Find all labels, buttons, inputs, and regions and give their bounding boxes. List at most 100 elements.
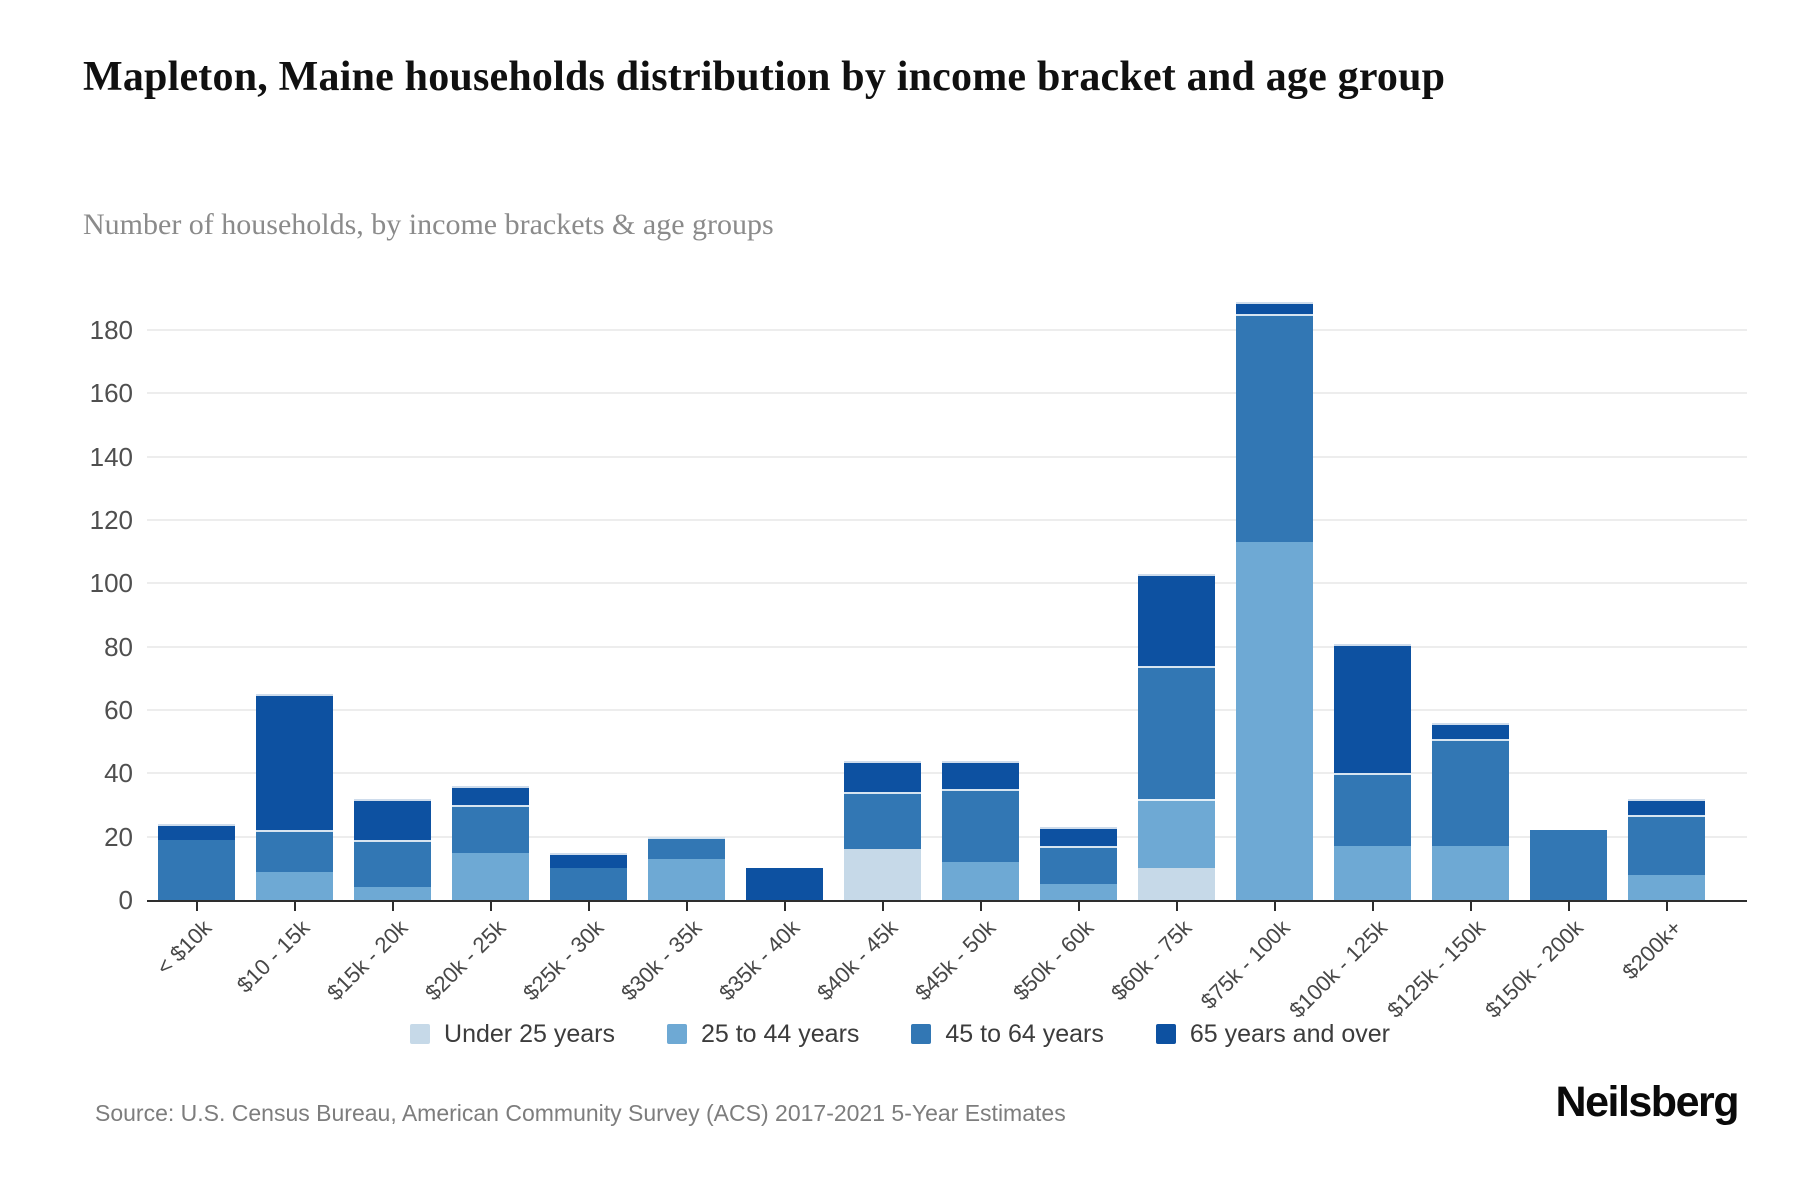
- bar-segment: [1530, 830, 1607, 900]
- x-axis-label: $60k - 75k: [1105, 915, 1197, 1006]
- x-axis-tick: [489, 902, 492, 911]
- x-axis-label: $15k - 20k: [321, 915, 413, 1006]
- bar-segment: [1138, 868, 1215, 900]
- bar-segment: [452, 852, 529, 900]
- brand-logo: Neilsberg: [1555, 1078, 1740, 1126]
- x-axis-tick: [1273, 902, 1276, 911]
- x-axis-label: $75k - 100k: [1195, 915, 1295, 1014]
- y-axis-tick-label: 180: [89, 315, 133, 345]
- bar-segment: [1138, 573, 1215, 666]
- x-axis-tick: [1371, 902, 1374, 911]
- legend-item[interactable]: 45 to 64 years: [911, 1019, 1104, 1049]
- bar-segment: [1040, 846, 1117, 885]
- legend-item[interactable]: Under 25 years: [410, 1020, 615, 1049]
- bar-segment: [158, 839, 235, 900]
- bar-group: [746, 868, 823, 900]
- legend-swatch: [911, 1024, 932, 1044]
- x-axis-tick: [881, 902, 884, 911]
- bar-group: [1138, 573, 1215, 900]
- x-axis-label: $20k - 25k: [419, 915, 511, 1006]
- bar-segment: [844, 849, 921, 900]
- bar-segment: [648, 836, 725, 859]
- gridline: [147, 519, 1747, 521]
- x-axis-tick: [783, 902, 786, 911]
- bar-segment: [452, 805, 529, 853]
- bar-group: [942, 760, 1019, 900]
- bar-segment: [256, 871, 333, 900]
- bar-segment: [1628, 814, 1705, 875]
- bar-segment: [158, 824, 235, 840]
- bar-segment: [1432, 722, 1509, 739]
- page-subtitle: Number of households, by income brackets…: [83, 208, 774, 241]
- gridline: [147, 392, 1747, 395]
- bar-segment: [1236, 314, 1313, 543]
- legend-swatch: [1155, 1024, 1176, 1044]
- bar-segment: [942, 789, 1019, 862]
- legend-label: 45 to 64 years: [945, 1019, 1104, 1048]
- x-axis-tick: [979, 902, 982, 911]
- bar-group: [452, 786, 529, 900]
- x-axis-label: $40k - 45k: [811, 915, 903, 1006]
- y-axis-tick-label: 160: [89, 378, 133, 409]
- x-axis-tick: [195, 902, 198, 911]
- bar-segment: [1040, 884, 1117, 900]
- x-axis-tick: [1567, 902, 1570, 911]
- y-axis-tick-label: 120: [89, 505, 133, 535]
- bar-segment: [746, 868, 823, 900]
- bar-segment: [256, 830, 333, 872]
- x-axis-label: $35k - 40k: [713, 915, 805, 1006]
- x-axis-label: $45k - 50k: [909, 915, 1001, 1006]
- bar-segment: [1138, 665, 1215, 799]
- x-axis-label: $200k+: [1617, 915, 1687, 985]
- page-title: Mapleton, Maine households distribution …: [83, 54, 1446, 100]
- bar-group: [648, 836, 725, 900]
- y-axis-tick-label: 60: [104, 695, 133, 725]
- x-axis-label: $50k - 60k: [1007, 915, 1099, 1006]
- bar-segment: [550, 868, 627, 900]
- bar-group: [1040, 827, 1117, 900]
- x-axis-tick: [1665, 902, 1668, 911]
- gridline: [147, 455, 1747, 458]
- bar-segment: [1432, 738, 1509, 847]
- y-axis-tick-label: 0: [118, 885, 133, 915]
- bar-segment: [844, 792, 921, 850]
- bar-group: [158, 824, 235, 900]
- legend-label: 25 to 44 years: [700, 1019, 860, 1048]
- x-axis-tick: [1469, 902, 1472, 911]
- bar-segment: [1628, 798, 1705, 815]
- legend-label: Under 25 years: [444, 1019, 615, 1048]
- bar-group: [1628, 798, 1705, 900]
- bar-segment: [1334, 643, 1411, 774]
- bar-segment: [550, 852, 627, 869]
- bar-group: [354, 798, 431, 900]
- bar-segment: [354, 887, 431, 900]
- bar-group: [1530, 830, 1607, 900]
- y-axis-tick-label: 100: [89, 568, 133, 599]
- x-axis-label: $25k - 30k: [517, 915, 609, 1006]
- x-axis-label: $10 - 15k: [231, 915, 315, 998]
- bar-segment: [1236, 301, 1313, 315]
- y-axis-tick-label: 40: [104, 758, 133, 789]
- x-axis-tick: [1175, 902, 1178, 911]
- bar-segment: [354, 798, 431, 840]
- bar-group: [256, 694, 333, 900]
- bar-segment: [648, 858, 725, 900]
- bar-segment: [844, 760, 921, 793]
- x-axis-label: $100k - 125k: [1284, 915, 1393, 1023]
- gridline: [147, 329, 1747, 331]
- x-axis-label: $125k - 150k: [1382, 915, 1491, 1023]
- x-axis-label: $150k - 200k: [1480, 915, 1589, 1023]
- legend-item[interactable]: 65 years and over: [1155, 1019, 1390, 1049]
- bar-segment: [354, 839, 431, 888]
- bar-segment: [1236, 542, 1313, 900]
- legend-label: 65 years and over: [1189, 1019, 1390, 1048]
- bar-group: [550, 852, 627, 900]
- legend: Under 25 years 25 to 44 years 45 to 64 yea…: [0, 1012, 1800, 1056]
- x-axis-tick: [1077, 902, 1080, 911]
- x-axis-label: < $10k: [151, 915, 217, 980]
- legend-item[interactable]: 25 to 44 years: [666, 1019, 860, 1049]
- bar-segment: [452, 786, 529, 805]
- gridline: [147, 582, 1747, 585]
- gridline: [147, 709, 1747, 711]
- source-text: Source: U.S. Census Bureau, American Com…: [95, 1100, 1066, 1126]
